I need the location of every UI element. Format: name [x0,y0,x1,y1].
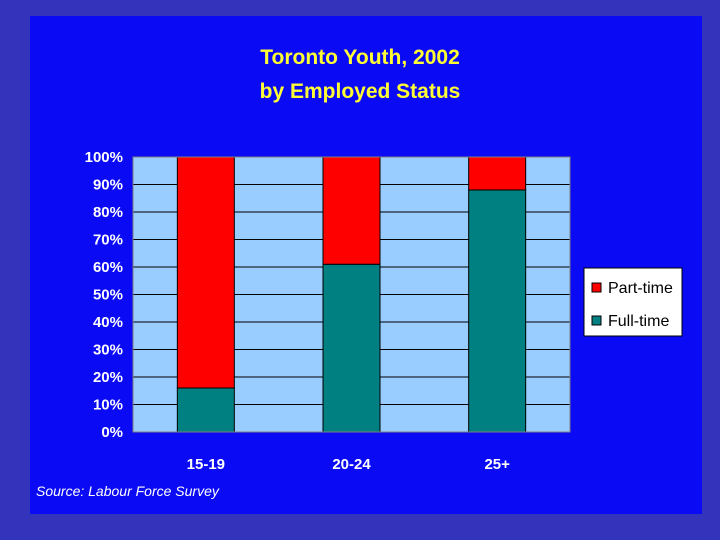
bar-segment-part-time [322,156,381,265]
legend-label-full-time: Full-time [608,313,669,330]
y-tick-label: 60% [93,259,123,276]
y-tick-label: 40% [93,314,123,331]
y-tick-label: 80% [93,204,123,221]
y-tick-label: 30% [93,342,123,359]
bar-segment-full-time [468,189,527,433]
y-tick-label: 20% [93,369,123,386]
plot-border [132,156,571,433]
bar-segment-full-time [176,387,235,433]
bar-segment-full-time [322,263,381,433]
x-tick-label: 15-19 [187,456,225,473]
y-tick-label: 0% [101,424,123,441]
source-note: Source: Labour Force Survey [36,483,220,499]
legend-label-part-time: Part-time [608,280,673,297]
x-tick-label: 25+ [484,456,510,473]
y-axis-tick-labels: 0% 10% 20% 30% 40% 50% 60% 70% 80% 90% 100% [85,149,123,441]
legend-box [583,267,683,337]
x-axis-tick-labels: 15-19 20-24 25+ [187,456,510,473]
bar-segment-part-time [176,156,235,389]
x-tick-label: 20-24 [332,456,371,473]
legend: Part-time Full-time [583,267,683,337]
plot-area [132,156,571,433]
chart-title-line-1: Toronto Youth, 2002 [260,46,460,69]
y-tick-label: 100% [85,149,123,166]
y-tick-label: 70% [93,232,123,249]
legend-swatch-full-time [591,315,602,326]
y-tick-label: 50% [93,287,123,304]
y-tick-label: 90% [93,177,123,194]
chart-title-line-2: by Employed Status [260,80,461,103]
legend-swatch-part-time [591,282,602,293]
bar-segment-part-time [468,156,527,191]
y-tick-label: 10% [93,397,123,414]
